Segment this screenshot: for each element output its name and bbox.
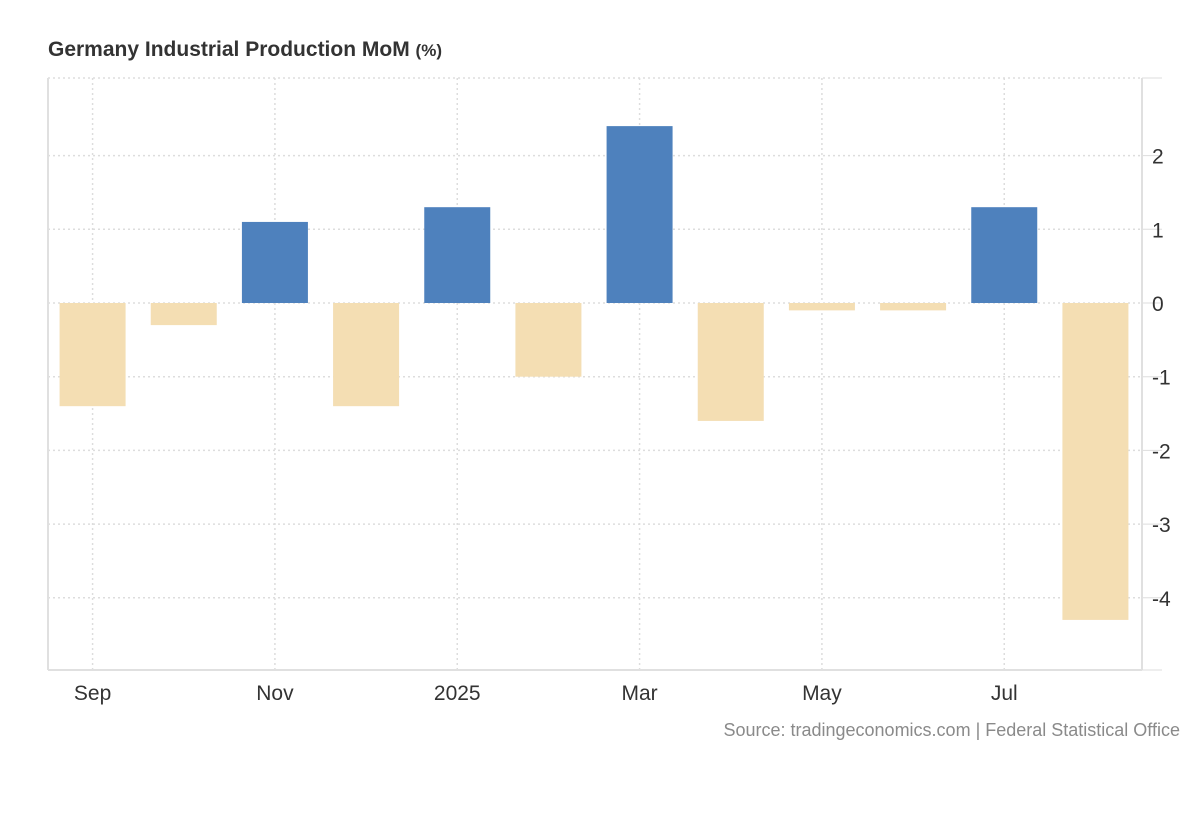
y-tick-label: 1	[1152, 219, 1164, 242]
grid-lines	[48, 77, 1142, 670]
y-tick-label: -4	[1152, 588, 1171, 611]
x-tick-label: Jul	[991, 682, 1018, 705]
y-tick-label: -1	[1152, 367, 1171, 390]
bar	[241, 221, 308, 303]
x-tick-label: Nov	[256, 682, 294, 705]
bar	[606, 126, 673, 304]
y-tick-label: -2	[1152, 440, 1171, 463]
chart-title: Germany Industrial Production MoM (%)	[48, 38, 442, 62]
bar	[150, 303, 217, 326]
x-tick-label: Sep	[74, 682, 111, 705]
bar	[1062, 303, 1129, 620]
chart-title-text: Germany Industrial Production MoM	[48, 38, 410, 61]
axes	[47, 77, 1162, 671]
bar	[424, 207, 491, 303]
bar	[880, 303, 947, 311]
y-tick-label: 0	[1152, 293, 1164, 316]
x-tick-label: Mar	[621, 682, 657, 705]
y-tick-label: -3	[1152, 514, 1171, 537]
bar	[697, 303, 764, 421]
bar	[971, 207, 1038, 303]
bar	[59, 303, 126, 407]
bar	[333, 303, 400, 407]
source-note: Source: tradingeconomics.com | Federal S…	[723, 720, 1180, 740]
x-tick-label: May	[802, 682, 842, 705]
x-tick-label: 2025	[434, 682, 481, 705]
y-tick-label: 2	[1152, 146, 1164, 169]
bar	[515, 303, 582, 377]
x-tick-labels: Sep Nov 2025 Mar May Jul	[74, 682, 1018, 705]
bar	[788, 303, 855, 311]
bars	[59, 126, 1129, 620]
chart-title-unit: (%)	[415, 41, 442, 60]
y-tick-labels: 2 1 0 -1 -2 -3 -4	[1152, 146, 1171, 611]
